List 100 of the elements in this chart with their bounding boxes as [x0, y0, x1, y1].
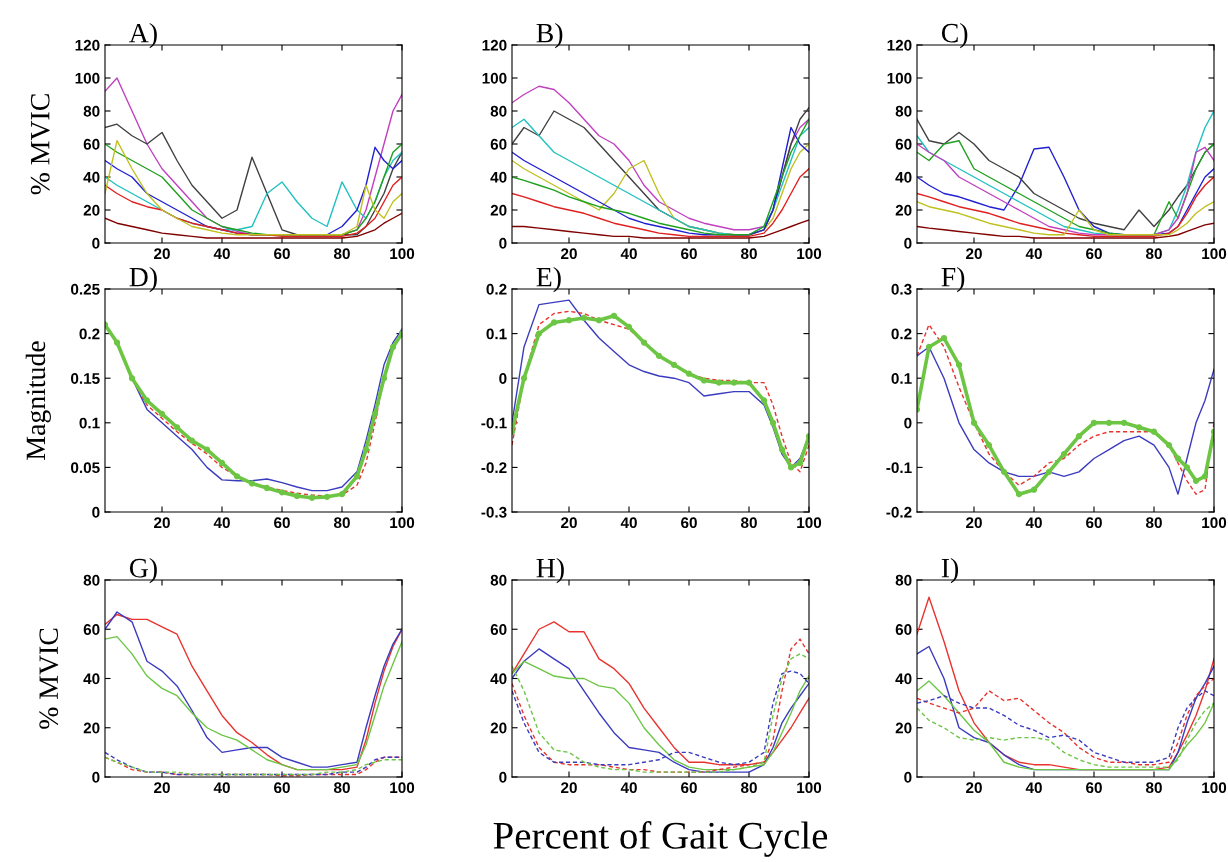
- y-tick-label: 0: [904, 417, 912, 429]
- point: [970, 419, 978, 426]
- point: [338, 491, 346, 498]
- y-tick-label: -0.2: [886, 506, 912, 518]
- point: [796, 459, 804, 467]
- y-tick-label: 20: [83, 722, 100, 734]
- y-tick-label: 0.1: [891, 373, 912, 384]
- point: [700, 377, 708, 384]
- y-tick-label: 0.3: [891, 283, 912, 295]
- y-tick-label: 80: [83, 574, 100, 586]
- y-tick-label: 20: [83, 204, 100, 216]
- line-series: [917, 222, 1214, 239]
- x-tick-label: 40: [213, 517, 230, 529]
- x-tick-label: 80: [740, 248, 757, 260]
- point: [1075, 433, 1083, 440]
- x-tick-label: 80: [1145, 517, 1162, 529]
- y-tick-label: 80: [490, 105, 507, 117]
- point: [745, 379, 753, 386]
- y-tick-label: 0.2: [486, 283, 507, 295]
- y-tick-label: 0.1: [486, 328, 507, 340]
- y-axis-title: % MVIC: [30, 94, 50, 195]
- x-tick-label: 20: [154, 782, 170, 794]
- y-tick-label: 40: [490, 673, 507, 685]
- y-tick-label: 80: [895, 105, 912, 117]
- point: [293, 492, 301, 500]
- point: [188, 437, 196, 444]
- point: [380, 375, 388, 382]
- chart-title: G): [129, 557, 157, 584]
- y-tick-label: 120: [887, 39, 912, 51]
- chart-title: C): [941, 22, 968, 49]
- x-tick-label: 40: [213, 248, 230, 260]
- point: [985, 441, 993, 449]
- point: [353, 473, 361, 480]
- point: [1183, 464, 1191, 471]
- y-axis-title: Magnitude: [25, 341, 51, 460]
- point: [1000, 468, 1008, 475]
- y-tick-label: 40: [83, 673, 100, 685]
- y-tick-label: 0: [92, 237, 100, 249]
- y-tick-label: 20: [490, 722, 507, 734]
- x-tick-label: 40: [620, 248, 637, 260]
- point: [760, 397, 768, 404]
- point: [730, 379, 738, 386]
- point: [787, 464, 795, 471]
- point: [1045, 468, 1053, 475]
- y-tick-label: 0.15: [71, 373, 100, 384]
- point: [1174, 455, 1182, 462]
- x-tick-label: 60: [1086, 782, 1102, 794]
- y-tick-label: 80: [895, 574, 912, 586]
- point: [1201, 473, 1209, 480]
- x-tick-label: 60: [681, 248, 697, 260]
- point: [1090, 419, 1098, 426]
- point: [610, 312, 618, 319]
- x-axis-title: Percent of Gait Cycle: [493, 821, 828, 857]
- point: [233, 473, 241, 480]
- y-tick-label: 120: [482, 39, 507, 51]
- y-tick-label: 0: [499, 237, 507, 249]
- y-tick-label: 40: [895, 171, 912, 183]
- point: [362, 446, 370, 453]
- point: [158, 410, 166, 418]
- point: [1060, 450, 1068, 458]
- y-tick-label: 120: [75, 39, 100, 51]
- y-tick-label: 60: [490, 624, 507, 635]
- y-tick-label: 20: [895, 722, 912, 734]
- x-tick-label: 80: [740, 782, 757, 794]
- chart-title: B): [536, 22, 563, 49]
- chart-title: H): [536, 557, 564, 584]
- point: [778, 446, 786, 453]
- line-series: [105, 176, 402, 238]
- x-tick-label: 80: [333, 517, 350, 529]
- x-tick-label: 20: [154, 517, 170, 529]
- x-tick-label: 40: [213, 782, 230, 794]
- y-tick-label: 60: [83, 138, 100, 150]
- y-tick-label: 40: [83, 171, 100, 183]
- y-tick-label: 60: [895, 138, 912, 150]
- point: [520, 375, 528, 382]
- x-tick-label: 100: [797, 782, 822, 794]
- point: [955, 361, 963, 368]
- chart-title: A): [129, 22, 157, 49]
- point: [248, 480, 256, 487]
- line-series: [917, 176, 1214, 238]
- y-tick-label: 80: [83, 105, 100, 117]
- y-tick-label: 0: [92, 771, 100, 783]
- point: [278, 489, 286, 496]
- y-tick-label: 40: [895, 673, 912, 685]
- chart-title: E): [536, 266, 561, 293]
- y-tick-label: 0: [92, 506, 100, 518]
- point: [1030, 486, 1038, 493]
- point: [308, 494, 316, 501]
- point: [640, 339, 648, 346]
- y-tick-label: 0: [904, 237, 912, 249]
- point: [565, 317, 573, 324]
- point: [685, 370, 693, 377]
- point: [389, 343, 397, 351]
- x-tick-label: 100: [1202, 782, 1227, 794]
- point: [655, 352, 663, 360]
- point: [203, 446, 211, 453]
- x-tick-label: 20: [966, 517, 982, 529]
- point: [1150, 428, 1158, 435]
- point: [143, 397, 151, 404]
- point: [595, 317, 603, 324]
